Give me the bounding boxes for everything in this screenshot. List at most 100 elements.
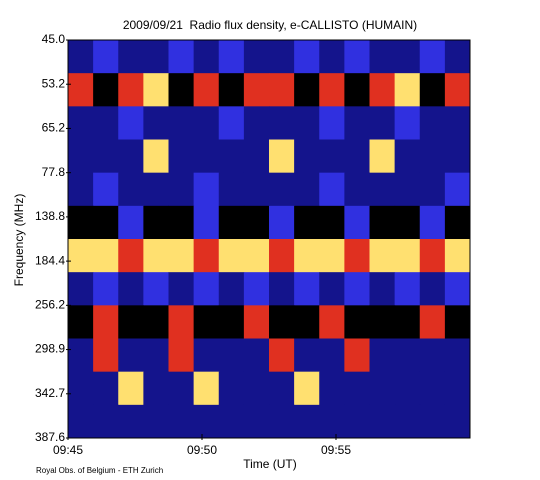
- heatmap-cell: [218, 371, 245, 406]
- heatmap-cell: [243, 106, 270, 140]
- heatmap-cell: [419, 371, 446, 406]
- heatmap-cell: [218, 139, 245, 174]
- heatmap-cell: [143, 172, 169, 207]
- heatmap-cell: [143, 305, 169, 339]
- heatmap-cell: [68, 205, 94, 240]
- heatmap-cell: [394, 73, 421, 107]
- heatmap-cell: [118, 371, 144, 406]
- heatmap-cell: [193, 404, 220, 439]
- heatmap-cell: [143, 272, 169, 306]
- heatmap-cell: [68, 338, 94, 373]
- heatmap-cell: [294, 73, 320, 107]
- plot-frame: [67, 39, 471, 439]
- heatmap-cell: [143, 139, 169, 174]
- heatmap-cell: [168, 106, 195, 140]
- heatmap-cell: [369, 73, 396, 107]
- heatmap-cell: [419, 172, 446, 207]
- y-tick-label: 298.9: [35, 342, 65, 356]
- heatmap-cell: [243, 73, 270, 107]
- heatmap-cell: [118, 73, 144, 107]
- heatmap-cell: [168, 205, 195, 240]
- heatmap-cell: [394, 106, 421, 140]
- heatmap-cell: [168, 139, 195, 174]
- heatmap-cell: [319, 172, 345, 207]
- heatmap-cell: [243, 272, 270, 306]
- heatmap-cell: [118, 106, 144, 140]
- heatmap-cell: [369, 371, 396, 406]
- heatmap-cell: [93, 404, 119, 439]
- heatmap-cell: [394, 172, 421, 207]
- heatmap-cell: [369, 338, 396, 373]
- heatmap-cell: [93, 305, 119, 339]
- heatmap-cell: [394, 205, 421, 240]
- heatmap-cell: [218, 106, 245, 140]
- heatmap-cell: [93, 272, 119, 306]
- heatmap-cell: [269, 371, 295, 406]
- heatmap-cell: [193, 205, 220, 240]
- heatmap-cell: [444, 172, 471, 207]
- y-tick-label: 53.2: [42, 76, 66, 90]
- heatmap-cell: [319, 40, 345, 74]
- x-tick-label: 09:50: [187, 443, 217, 457]
- heatmap-cell: [193, 172, 220, 207]
- heatmap-cell: [319, 106, 345, 140]
- heatmap-cell: [369, 106, 396, 140]
- heatmap-cell: [344, 404, 370, 439]
- heatmap-cell: [143, 404, 169, 439]
- heatmap-cell: [243, 40, 270, 74]
- heatmap-cell: [269, 106, 295, 140]
- heatmap-cell: [93, 40, 119, 74]
- heatmap-cell: [243, 404, 270, 439]
- heatmap-cell: [294, 239, 320, 273]
- heatmap-cell: [394, 272, 421, 306]
- chart-title: 2009/09/21 Radio flux density, e-CALLIST…: [123, 18, 417, 32]
- credit: Royal Obs. of Belgium - ETH Zurich: [36, 466, 163, 475]
- heatmap-cell: [419, 404, 446, 439]
- heatmap-cell: [344, 371, 370, 406]
- heatmap-cell: [68, 40, 94, 74]
- heatmap-cell: [269, 172, 295, 207]
- heatmap-cell: [243, 305, 270, 339]
- heatmap-cell: [344, 172, 370, 207]
- heatmap-cell: [118, 205, 144, 240]
- heatmap-cell: [294, 40, 320, 74]
- heatmap-cell: [118, 239, 144, 273]
- heatmap-cell: [444, 239, 471, 273]
- heatmap-cell: [319, 272, 345, 306]
- heatmap-cell: [93, 106, 119, 140]
- heatmap-cell: [168, 404, 195, 439]
- heatmap-cell: [93, 139, 119, 174]
- heatmap-cell: [243, 239, 270, 273]
- heatmap-cell: [319, 139, 345, 174]
- heatmap-cell: [294, 404, 320, 439]
- heatmap-cell: [419, 106, 446, 140]
- heatmap-cell: [193, 371, 220, 406]
- heatmap-cell: [143, 371, 169, 406]
- heatmap-cell: [394, 305, 421, 339]
- x-tick-label: 09:45: [53, 443, 83, 457]
- y-axis-label: Frequency (MHz): [12, 194, 26, 287]
- heatmap-cell: [419, 338, 446, 373]
- heatmap-cell: [319, 239, 345, 273]
- heatmap-cell: [218, 305, 245, 339]
- heatmap-cell: [68, 404, 94, 439]
- heatmap-cell: [243, 338, 270, 373]
- heatmap-cell: [68, 172, 94, 207]
- heatmap-cell: [243, 205, 270, 240]
- heatmap-cell: [444, 371, 471, 406]
- heatmap-cell: [444, 139, 471, 174]
- y-tick-label: 45.0: [42, 32, 66, 46]
- heatmap-cell: [143, 106, 169, 140]
- heatmap-cell: [168, 172, 195, 207]
- heatmap-cell: [294, 272, 320, 306]
- heatmap-cell: [344, 139, 370, 174]
- y-tick-label: 65.2: [42, 121, 66, 135]
- heatmap-cell: [319, 371, 345, 406]
- heatmap: [68, 40, 471, 439]
- heatmap-cell: [68, 139, 94, 174]
- heatmap-cell: [68, 239, 94, 273]
- heatmap-cell: [319, 73, 345, 107]
- heatmap-cell: [419, 40, 446, 74]
- heatmap-cell: [168, 40, 195, 74]
